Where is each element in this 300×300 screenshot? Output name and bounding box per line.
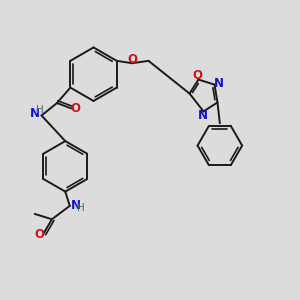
- Text: O: O: [193, 70, 203, 83]
- Text: H: H: [77, 203, 85, 213]
- Text: N: N: [214, 76, 224, 90]
- Text: N: N: [30, 106, 40, 120]
- Text: O: O: [127, 52, 137, 66]
- Text: N: N: [198, 109, 208, 122]
- Text: O: O: [71, 102, 81, 115]
- Text: N: N: [71, 200, 81, 212]
- Text: H: H: [36, 106, 44, 116]
- Text: O: O: [34, 228, 44, 241]
